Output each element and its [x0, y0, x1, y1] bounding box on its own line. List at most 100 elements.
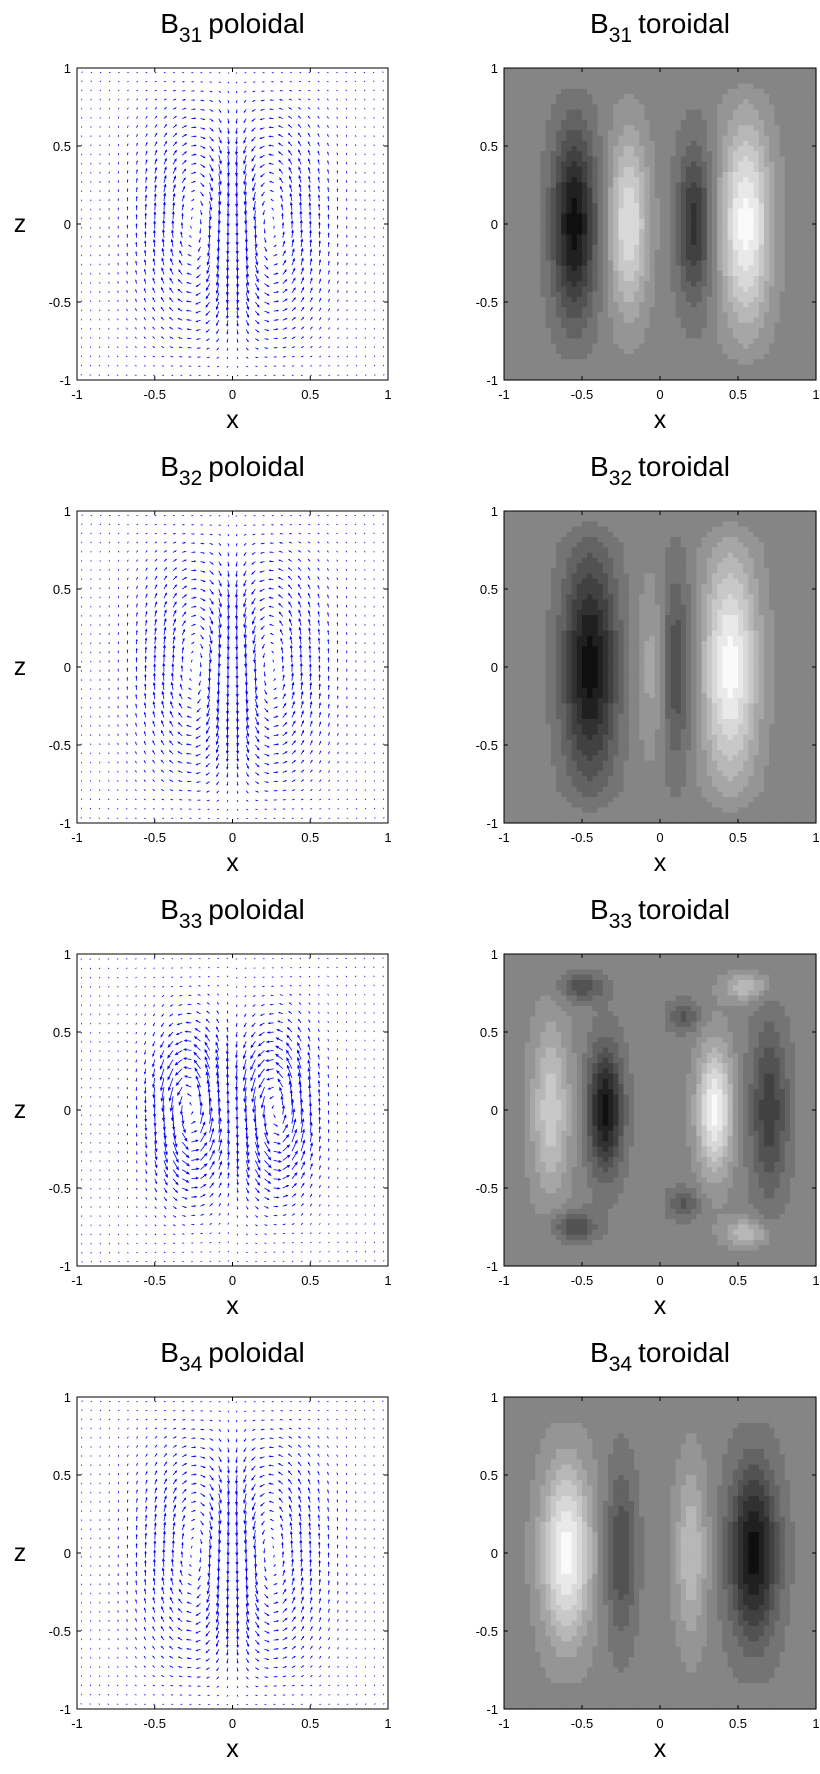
- contour-cell: [639, 286, 645, 293]
- contour-cell: [748, 239, 755, 246]
- contour-cell: [675, 307, 682, 313]
- contour-cell: [550, 296, 557, 303]
- contour-cell: [649, 286, 656, 293]
- contour-cell: [680, 312, 687, 319]
- contour-cell: [660, 359, 666, 365]
- contour-cell: [784, 114, 791, 121]
- contour-cell: [524, 83, 531, 90]
- quiver-arrow: [264, 338, 269, 341]
- quiver-arrow: [136, 160, 138, 165]
- contour-cell: [675, 369, 682, 376]
- contour-cell: [582, 166, 588, 173]
- contour-cell: [732, 291, 739, 298]
- contour-cell: [696, 317, 703, 324]
- contour-cell: [514, 83, 521, 90]
- contour-cell: [514, 239, 521, 246]
- contour-cell: [732, 224, 739, 230]
- contour-cell: [639, 317, 645, 324]
- quiver-arrow: [172, 201, 176, 211]
- contour-cell: [509, 104, 515, 111]
- contour-cell: [639, 130, 645, 137]
- contour-cell: [639, 224, 645, 230]
- quiver-arrow: [108, 532, 111, 535]
- contour-cell: [618, 120, 625, 126]
- contour-cell: [670, 130, 677, 137]
- contour-cell: [680, 218, 687, 225]
- contour-cell: [628, 198, 635, 204]
- contour-cell: [680, 374, 687, 381]
- contour-cell: [660, 281, 666, 287]
- contour-cell: [665, 135, 671, 142]
- contour-cell: [514, 374, 521, 381]
- contour-cell: [582, 125, 588, 131]
- contour-cell: [758, 291, 765, 298]
- contour-cell: [582, 172, 588, 178]
- contour-cell: [628, 125, 635, 131]
- contour-cell: [592, 218, 599, 225]
- contour-cell: [800, 276, 807, 282]
- quiver-arrow: [318, 221, 321, 229]
- contour-cell: [571, 239, 578, 246]
- contour-cell: [805, 343, 812, 350]
- contour-cell: [675, 333, 682, 339]
- contour-cell: [738, 328, 744, 334]
- contour-cell: [566, 250, 573, 256]
- contour-cell: [790, 229, 796, 235]
- quiver-arrow: [318, 230, 321, 238]
- contour-cell: [571, 73, 578, 79]
- contour-cell: [665, 198, 671, 204]
- contour-cell: [680, 94, 687, 100]
- contour-cell: [675, 151, 682, 157]
- contour-cell: [582, 114, 588, 121]
- contour-cell: [790, 198, 796, 204]
- contour-cell: [680, 140, 687, 147]
- contour-cell: [654, 270, 661, 277]
- contour-cell: [582, 250, 588, 256]
- contour-cell: [764, 302, 770, 308]
- contour-cell: [608, 239, 614, 246]
- contour-cell: [779, 73, 786, 79]
- quiver-arrow: [300, 276, 304, 284]
- contour-cell: [712, 130, 718, 137]
- contour-cell: [722, 88, 729, 95]
- contour-cell: [727, 109, 734, 116]
- contour-cell: [634, 104, 640, 111]
- contour-cell: [675, 156, 682, 163]
- quiver-arrow: [263, 228, 266, 234]
- contour-cell: [758, 73, 765, 79]
- contour-cell: [680, 348, 687, 355]
- contour-cell: [753, 109, 760, 116]
- contour-cell: [717, 208, 723, 215]
- quiver-arrow: [126, 169, 129, 174]
- contour-cell: [556, 354, 562, 360]
- quiver-arrow: [226, 365, 229, 368]
- contour-cell: [634, 281, 640, 287]
- contour-cell: [556, 99, 562, 105]
- quiver-arrow: [208, 219, 212, 230]
- quiver-arrow: [226, 155, 231, 167]
- contour-cell: [732, 146, 739, 152]
- contour-cell: [602, 140, 609, 147]
- quiver-arrow: [308, 184, 311, 192]
- contour-cell: [618, 234, 625, 241]
- quiver-arrow: [287, 132, 293, 138]
- contour-cell: [634, 322, 640, 329]
- contour-cell: [774, 239, 781, 246]
- contour-cell: [665, 317, 671, 324]
- contour-cell: [795, 354, 801, 360]
- contour-cell: [556, 234, 562, 241]
- contour-cell: [571, 187, 578, 194]
- x-tick-label: 1: [384, 387, 391, 402]
- contour-cell: [535, 218, 541, 225]
- contour-cell: [691, 369, 697, 376]
- contour-cell: [639, 333, 645, 339]
- contour-cell: [530, 265, 536, 272]
- quiver-arrow: [126, 346, 128, 349]
- quiver-arrow: [143, 307, 147, 312]
- contour-cell: [514, 255, 521, 261]
- contour-cell: [696, 374, 703, 381]
- contour-cell: [566, 338, 573, 345]
- contour-cell: [670, 161, 677, 168]
- quiver-arrow: [117, 640, 119, 645]
- contour-cell: [514, 224, 521, 230]
